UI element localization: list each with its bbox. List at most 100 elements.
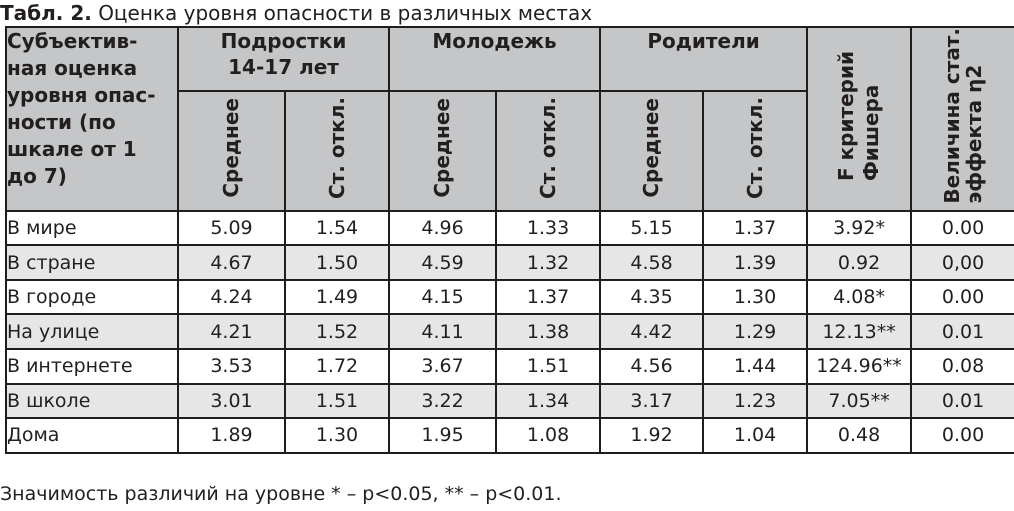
row-label: В стране bbox=[5, 244, 179, 281]
cell-parents-mean: 4.42 bbox=[599, 313, 705, 350]
cell-effect: 0.01 bbox=[910, 382, 1014, 420]
cell-teens-mean: 3.53 bbox=[177, 348, 286, 385]
table-title: Оценка уровня опасности в различных мест… bbox=[98, 1, 593, 25]
cell-effect: 0.01 bbox=[910, 313, 1014, 350]
header-youth-mean-text: Среднее bbox=[430, 97, 455, 198]
header-youth-sd-text: Ст. откл. bbox=[535, 96, 560, 199]
header-assessment-scale: Субъектив-ная оценка уровня опас-ности (п… bbox=[5, 26, 179, 212]
cell-effect: 0.00 bbox=[910, 278, 1014, 316]
header-teens-mean: Среднее bbox=[177, 89, 286, 212]
cell-parents-mean: 4.58 bbox=[599, 244, 705, 281]
cell-youth-mean: 3.22 bbox=[388, 382, 498, 420]
cell-fisher: 4.08* bbox=[806, 278, 913, 316]
header-parents-sd: Ст. откл. bbox=[702, 89, 809, 212]
cell-teens-sd: 1.54 bbox=[283, 209, 391, 247]
header-youth-sd: Ст. откл. bbox=[495, 89, 602, 212]
cell-youth-sd: 1.37 bbox=[495, 278, 602, 316]
cell-fisher: 7.05** bbox=[806, 382, 913, 420]
cell-youth-mean: 4.15 bbox=[388, 278, 498, 316]
cell-teens-sd: 1.50 bbox=[283, 244, 391, 281]
table-row: Дома 1.89 1.30 1.95 1.08 1.92 1.04 0.48 0.00 bbox=[5, 417, 1014, 454]
cell-youth-sd: 1.51 bbox=[495, 348, 602, 385]
cell-teens-mean: 1.89 bbox=[177, 417, 286, 454]
row-label: В городе bbox=[5, 278, 179, 316]
cell-parents-mean: 3.17 bbox=[599, 382, 705, 420]
cell-parents-mean: 5.15 bbox=[599, 209, 705, 247]
cell-parents-sd: 1.29 bbox=[702, 313, 809, 350]
cell-parents-sd: 1.39 bbox=[702, 244, 809, 281]
table-row: На улице 4.21 1.52 4.11 1.38 4.42 1.29 12.13** 0… bbox=[5, 313, 1014, 350]
cell-youth-sd: 1.08 bbox=[495, 417, 602, 454]
cell-parents-sd: 1.23 bbox=[702, 382, 809, 420]
significance-footnote: Значимость различий на уровне * – p<0.05… bbox=[0, 483, 562, 505]
cell-youth-mean: 3.67 bbox=[388, 348, 498, 385]
cell-fisher: 0.92 bbox=[806, 244, 913, 281]
table-number: Табл. 2. bbox=[0, 1, 92, 25]
cell-teens-mean: 5.09 bbox=[177, 209, 286, 247]
header-group-youth: Молодежь bbox=[388, 26, 602, 92]
cell-fisher: 124.96** bbox=[806, 348, 913, 385]
cell-parents-sd: 1.44 bbox=[702, 348, 809, 385]
cell-teens-sd: 1.72 bbox=[283, 348, 391, 385]
cell-parents-mean: 4.56 bbox=[599, 348, 705, 385]
table-row: В школе 3.01 1.51 3.22 1.34 3.17 1.23 7.05** 0.0… bbox=[5, 382, 1014, 420]
cell-parents-sd: 1.04 bbox=[702, 417, 809, 454]
table-row: В интернете 3.53 1.72 3.67 1.51 4.56 1.44 124.9… bbox=[5, 348, 1014, 385]
header-youth-mean: Среднее bbox=[388, 89, 498, 212]
cell-effect: 0.08 bbox=[910, 348, 1014, 385]
table-row: В мире 5.09 1.54 4.96 1.33 5.15 1.37 3.92* 0.00 bbox=[5, 209, 1014, 247]
cell-youth-mean: 4.96 bbox=[388, 209, 498, 247]
header-teens-mean-text: Среднее bbox=[219, 97, 243, 198]
cell-parents-mean: 4.35 bbox=[599, 278, 705, 316]
cell-effect: 0,00 bbox=[910, 244, 1014, 281]
table-row: В городе 4.24 1.49 4.15 1.37 4.35 1.30 4.08* 0.0… bbox=[5, 278, 1014, 316]
table-row: В стране 4.67 1.50 4.59 1.32 4.58 1.39 0.92 0,00 bbox=[5, 244, 1014, 281]
header-group-parents: Родители bbox=[599, 26, 809, 92]
header-group-teens-text: Подростки 14-17 лет bbox=[220, 29, 347, 79]
row-label: Дома bbox=[5, 417, 179, 454]
cell-youth-mean: 1.95 bbox=[388, 417, 498, 454]
cell-fisher: 0.48 bbox=[806, 417, 913, 454]
cell-parents-sd: 1.30 bbox=[702, 278, 809, 316]
row-label: В интернете bbox=[5, 348, 179, 385]
cell-teens-sd: 1.49 bbox=[283, 278, 391, 316]
cell-teens-sd: 1.51 bbox=[283, 382, 391, 420]
cell-parents-mean: 1.92 bbox=[599, 417, 705, 454]
cell-effect: 0.00 bbox=[910, 417, 1014, 454]
cell-teens-mean: 4.21 bbox=[177, 313, 286, 350]
header-effect-text: Величина стат. эффекта η2 bbox=[940, 28, 987, 204]
header-assessment-scale-text: Субъектив-ная оценка уровня опас-ности (п… bbox=[7, 29, 156, 188]
table-caption: Табл. 2. Оценка уровня опасности в разли… bbox=[0, 0, 592, 26]
header-fisher-criterion: F критерий Фишера bbox=[806, 26, 913, 212]
header-teens-sd-text: Ст. откл. bbox=[324, 96, 349, 199]
header-effect-size: Величина стат. эффекта η2 bbox=[910, 26, 1014, 212]
cell-youth-sd: 1.32 bbox=[495, 244, 602, 281]
cell-youth-sd: 1.33 bbox=[495, 209, 602, 247]
cell-parents-sd: 1.37 bbox=[702, 209, 809, 247]
table-body: В мире 5.09 1.54 4.96 1.33 5.15 1.37 3.92* 0.00 В… bbox=[5, 209, 1014, 454]
cell-youth-sd: 1.34 bbox=[495, 382, 602, 420]
header-group-parents-text: Родители bbox=[647, 29, 760, 53]
row-label: В мире bbox=[5, 209, 179, 247]
cell-youth-mean: 4.11 bbox=[388, 313, 498, 350]
cell-teens-mean: 4.67 bbox=[177, 244, 286, 281]
header-fisher-text: F критерий Фишера bbox=[834, 50, 884, 181]
cell-fisher: 3.92* bbox=[806, 209, 913, 247]
cell-youth-sd: 1.38 bbox=[495, 313, 602, 350]
cell-youth-mean: 4.59 bbox=[388, 244, 498, 281]
header-parents-mean: Среднее bbox=[599, 89, 705, 212]
header-parents-sd-text: Ст. откл. bbox=[742, 96, 767, 199]
header-teens-sd: Ст. откл. bbox=[283, 89, 391, 212]
cell-teens-sd: 1.52 bbox=[283, 313, 391, 350]
row-label: На улице bbox=[5, 313, 179, 350]
cell-teens-mean: 3.01 bbox=[177, 382, 286, 420]
danger-assessment-table: Субъектив-ная оценка уровня опас-ности (п… bbox=[5, 26, 1014, 454]
header-group-teens: Подростки 14-17 лет bbox=[176, 26, 391, 92]
row-label: В школе bbox=[5, 382, 179, 420]
cell-fisher: 12.13** bbox=[806, 313, 913, 350]
cell-teens-mean: 4.24 bbox=[177, 278, 286, 316]
cell-effect: 0.00 bbox=[910, 209, 1014, 247]
header-parents-mean-text: Среднее bbox=[639, 97, 664, 198]
header-group-youth-text: Молодежь bbox=[432, 29, 557, 53]
cell-teens-sd: 1.30 bbox=[283, 417, 391, 454]
